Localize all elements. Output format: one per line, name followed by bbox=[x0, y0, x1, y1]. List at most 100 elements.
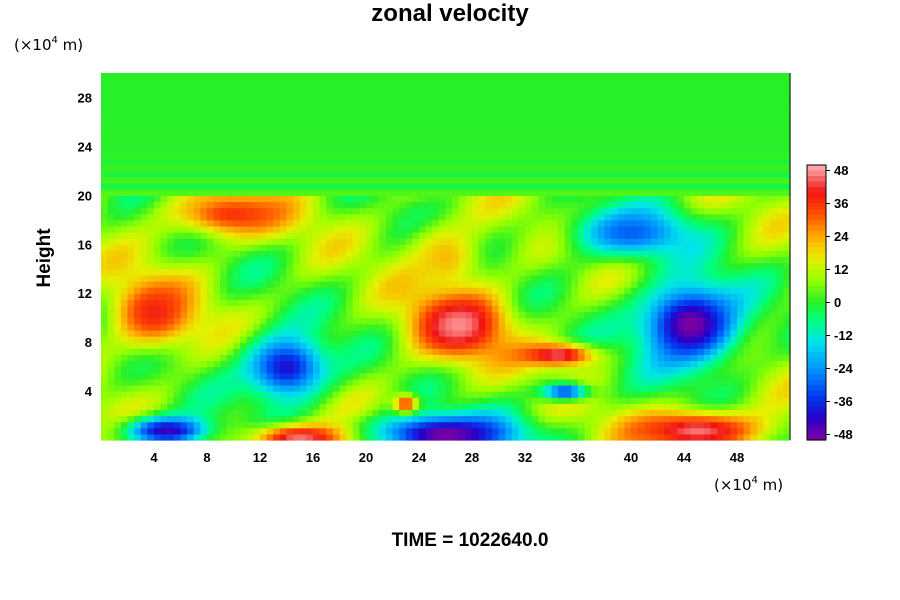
heatmap-cell bbox=[306, 158, 314, 166]
heatmap-cell bbox=[226, 238, 235, 245]
heatmap-cell bbox=[134, 225, 142, 233]
heatmap-cell bbox=[107, 103, 115, 111]
heatmap-cell bbox=[154, 121, 162, 129]
heatmap-cell bbox=[644, 293, 652, 300]
heatmap-cell bbox=[107, 415, 115, 423]
heatmap-cell bbox=[101, 391, 109, 398]
heatmap-cell bbox=[167, 329, 175, 337]
heatmap-cell bbox=[472, 354, 480, 362]
heatmap-cell bbox=[286, 134, 294, 141]
heatmap-cell bbox=[571, 73, 579, 80]
heatmap-cell bbox=[571, 115, 579, 123]
heatmap-cell bbox=[392, 274, 400, 282]
heatmap-cell bbox=[405, 342, 413, 349]
heatmap-cell bbox=[478, 91, 486, 99]
heatmap-cell bbox=[498, 293, 506, 300]
heatmap-cell bbox=[525, 176, 533, 184]
heatmap-cell bbox=[458, 244, 466, 251]
heatmap-cell bbox=[326, 128, 334, 135]
heatmap-cell bbox=[167, 415, 175, 423]
heatmap-cell bbox=[525, 342, 533, 349]
heatmap-cell bbox=[346, 250, 354, 258]
heatmap-cell bbox=[511, 268, 519, 276]
heatmap-cell bbox=[326, 329, 334, 337]
heatmap-cell bbox=[273, 134, 281, 141]
heatmap-cell bbox=[385, 176, 394, 184]
heatmap-cell bbox=[392, 134, 400, 141]
heatmap-cell bbox=[246, 305, 254, 313]
heatmap-cell bbox=[432, 91, 440, 99]
heatmap-cell bbox=[571, 378, 579, 386]
heatmap-cell bbox=[120, 170, 129, 178]
heatmap-cell bbox=[220, 73, 228, 80]
heatmap-cell bbox=[372, 103, 380, 111]
heatmap-cell bbox=[458, 397, 466, 404]
heatmap-cell bbox=[352, 329, 360, 337]
heatmap-cell bbox=[584, 354, 592, 362]
heatmap-cell bbox=[544, 250, 553, 258]
heatmap-cell bbox=[246, 409, 254, 417]
heatmap-cell bbox=[372, 274, 380, 282]
heatmap-cell bbox=[366, 336, 374, 343]
heatmap-cell bbox=[498, 360, 506, 368]
heatmap-cell bbox=[326, 79, 334, 86]
heatmap-cell bbox=[319, 176, 327, 184]
heatmap-cell bbox=[326, 317, 334, 325]
heatmap-cell bbox=[313, 115, 321, 123]
heatmap-cell bbox=[167, 262, 175, 270]
heatmap-cell bbox=[339, 225, 347, 233]
heatmap-cell bbox=[326, 336, 334, 343]
heatmap-cell bbox=[472, 128, 480, 135]
heatmap-cell bbox=[306, 152, 314, 160]
heatmap-cell bbox=[465, 360, 473, 368]
heatmap-cell bbox=[326, 146, 334, 154]
heatmap-cell bbox=[200, 378, 208, 386]
heatmap-cell bbox=[399, 262, 407, 270]
heatmap-cell bbox=[478, 360, 486, 368]
heatmap-cell bbox=[485, 121, 493, 129]
heatmap-cell bbox=[650, 403, 659, 411]
heatmap-cell bbox=[167, 158, 175, 166]
heatmap-cell bbox=[313, 293, 321, 300]
heatmap-cell bbox=[624, 91, 632, 99]
heatmap-cell bbox=[220, 207, 228, 215]
heatmap-cell bbox=[617, 79, 625, 86]
heatmap-cell bbox=[491, 97, 500, 105]
heatmap-cell bbox=[346, 287, 354, 294]
heatmap-cell bbox=[193, 268, 201, 276]
heatmap-cell bbox=[332, 433, 341, 441]
heatmap-cell bbox=[352, 158, 360, 166]
heatmap-cell bbox=[405, 183, 413, 190]
heatmap-cell bbox=[558, 378, 566, 386]
heatmap-cell bbox=[571, 109, 579, 117]
heatmap-cell bbox=[611, 280, 619, 288]
heatmap-cell bbox=[624, 189, 632, 196]
heatmap-cell bbox=[392, 73, 400, 80]
heatmap-cell bbox=[213, 79, 221, 86]
heatmap-cell bbox=[385, 354, 394, 362]
heatmap-cell bbox=[551, 189, 559, 196]
heatmap-cell bbox=[260, 79, 268, 86]
heatmap-cell bbox=[379, 134, 387, 141]
heatmap-cell bbox=[419, 91, 427, 99]
heatmap-cell bbox=[498, 140, 506, 147]
heatmap-cell bbox=[432, 421, 440, 429]
heatmap-cell bbox=[558, 409, 566, 417]
heatmap-cell bbox=[445, 238, 453, 245]
heatmap-cell bbox=[352, 366, 360, 374]
heatmap-cell bbox=[286, 274, 294, 282]
heatmap-cell bbox=[366, 409, 374, 417]
heatmap-cell bbox=[558, 176, 566, 184]
heatmap-cell bbox=[193, 79, 201, 86]
heatmap-cell bbox=[180, 152, 188, 160]
heatmap-cell bbox=[485, 164, 493, 172]
heatmap-cell bbox=[352, 262, 360, 270]
heatmap-cell bbox=[200, 158, 208, 166]
heatmap-cell bbox=[187, 103, 195, 111]
heatmap-cell bbox=[246, 433, 254, 441]
heatmap-cell bbox=[226, 158, 235, 166]
heatmap-cell bbox=[246, 219, 254, 227]
heatmap-cell bbox=[187, 213, 195, 221]
heatmap-cell bbox=[578, 91, 586, 99]
heatmap-cell bbox=[220, 305, 228, 313]
